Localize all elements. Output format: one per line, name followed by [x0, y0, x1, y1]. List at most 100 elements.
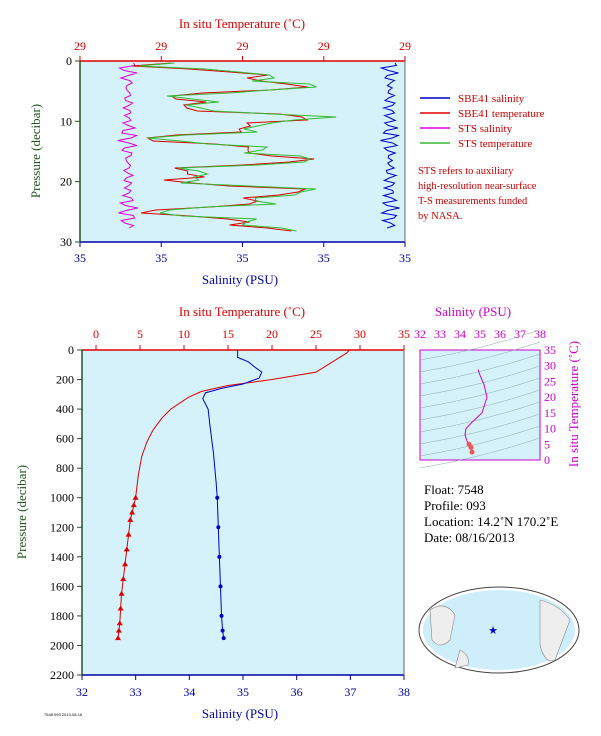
temperature-marker	[115, 627, 122, 633]
note-line-1: STS refers to auxiliary	[418, 166, 514, 177]
legend-label: SBE41 temperature	[458, 108, 545, 120]
salinity-marker	[219, 613, 224, 618]
float-info: Float: 7548 Profile: 093 Location: 14.2˚…	[424, 482, 558, 546]
top-temp-tick-label: 29	[318, 39, 330, 53]
profile-number: Profile: 093	[424, 498, 486, 513]
sbe41-salinity-line	[379, 62, 401, 229]
temperature-marker	[127, 516, 134, 522]
main-temp-tick-label: 5	[137, 327, 143, 341]
sts-temperature-line	[139, 62, 337, 232]
main-pressure-title: Pressure (decibar)	[14, 465, 29, 559]
main-sal-title: Salinity (PSU)	[202, 706, 278, 721]
main-pressure-tick-label: 1200	[50, 520, 74, 534]
temperature-marker	[118, 590, 125, 596]
float-id: Float: 7548	[424, 482, 484, 497]
ts-sal-tick-label: 34	[454, 327, 466, 341]
ts-density-contour	[419, 437, 541, 469]
main-temp-tick-label: 10	[178, 327, 190, 341]
ts-density-contour	[419, 413, 541, 445]
ts-density-contour	[419, 401, 541, 433]
main-temp-tick-label: 0	[93, 327, 99, 341]
main-temp-tick-label: 15	[222, 327, 234, 341]
temperature-marker	[125, 531, 132, 537]
main-temp-tick-label: 35	[398, 327, 410, 341]
main-temp-tick-label: 30	[354, 327, 366, 341]
main-pressure-tick-label: 2000	[50, 638, 74, 652]
ts-temp-tick-label: 5	[544, 437, 550, 451]
top-temp-tick-label: 29	[399, 39, 411, 53]
ts-density-contour	[419, 425, 541, 457]
ts-density-contour	[419, 365, 541, 397]
ts-sal-tick-label: 38	[534, 327, 546, 341]
temperature-marker	[123, 546, 130, 552]
ts-sal-tick-label: 37	[514, 327, 526, 341]
top-temp-tick-label: 29	[155, 39, 167, 53]
temperature-marker	[116, 620, 123, 626]
top-sal-tick-label: 35	[155, 251, 167, 265]
main-temperature-line	[117, 349, 350, 639]
main-pressure-tick-label: 400	[56, 402, 74, 416]
note-line-4: by NASA.	[418, 211, 463, 222]
ts-point	[469, 449, 475, 455]
salinity-marker	[216, 525, 221, 530]
top-sal-tick-label: 35	[399, 251, 411, 265]
main-sal-tick-label: 34	[183, 685, 195, 699]
temperature-marker	[117, 605, 124, 611]
temperature-marker	[120, 575, 127, 581]
map-landmass	[454, 649, 469, 669]
top-pressure-tick-label: 0	[66, 54, 72, 68]
ts-sal-tick-label: 33	[434, 327, 446, 341]
sbe41-temperature-line	[132, 62, 315, 232]
profile-date: Date: 08/16/2013	[424, 530, 515, 545]
main-sal-tick-label: 33	[130, 685, 142, 699]
main-pressure-tick-label: 1000	[50, 491, 74, 505]
temperature-marker	[132, 494, 139, 500]
ts-temp-tick-label: 10	[544, 422, 556, 436]
main-sal-tick-label: 32	[76, 685, 88, 699]
map-landmass	[539, 599, 571, 662]
main-salinity-line	[202, 350, 263, 639]
ts-point	[468, 444, 474, 450]
main-pressure-tick-label: 200	[56, 373, 74, 387]
main-sal-tick-label: 37	[344, 685, 356, 699]
ts-temp-tick-label: 30	[544, 359, 556, 373]
main-pressure-tick-label: 800	[56, 461, 74, 475]
top-pressure-tick-label: 10	[60, 114, 72, 128]
sts-salinity-line	[117, 62, 139, 229]
note-line-3: T-S measurements funded	[418, 196, 528, 207]
main-pressure-tick-label: 1800	[50, 609, 74, 623]
main-sal-tick-label: 35	[237, 685, 249, 699]
top-sal-title: Salinity (PSU)	[202, 272, 278, 287]
ts-sal-tick-label: 36	[494, 327, 506, 341]
ts-sal-title: Salinity (PSU)	[435, 304, 511, 319]
map-landmass	[429, 605, 456, 646]
top-temp-tick-label: 29	[237, 39, 249, 53]
salinity-marker	[217, 554, 222, 559]
ts-density-contour	[419, 389, 541, 421]
top-temp-title: In situ Temperature (˚C)	[179, 16, 305, 31]
main-temp-tick-label: 25	[310, 327, 322, 341]
salinity-marker	[215, 495, 220, 500]
main-sal-tick-label: 36	[291, 685, 303, 699]
world-map-ocean	[423, 590, 575, 670]
float-location: Location: 14.2˚N 170.2˚E	[424, 514, 559, 529]
main-pressure-tick-label: 0	[68, 343, 74, 357]
top-sal-tick-label: 35	[74, 251, 86, 265]
main-plot-area	[82, 350, 404, 675]
salinity-marker	[220, 628, 225, 633]
legend-label: SBE41 salinity	[458, 93, 525, 105]
ts-density-contour	[419, 377, 541, 409]
temperature-marker	[122, 561, 129, 567]
temperature-marker	[115, 635, 121, 641]
main-temp-tick-label: 20	[266, 327, 278, 341]
ts-density-contour	[419, 329, 541, 361]
ts-temp-tick-label: 25	[544, 374, 556, 388]
main-temp-title: In situ Temperature (˚C)	[179, 304, 305, 319]
ts-density-contour	[419, 353, 541, 385]
main-pressure-tick-label: 600	[56, 432, 74, 446]
salinity-marker	[221, 636, 226, 641]
temperature-marker	[129, 509, 136, 515]
main-sal-tick-label: 38	[398, 685, 410, 699]
top-temp-tick-label: 29	[74, 39, 86, 53]
